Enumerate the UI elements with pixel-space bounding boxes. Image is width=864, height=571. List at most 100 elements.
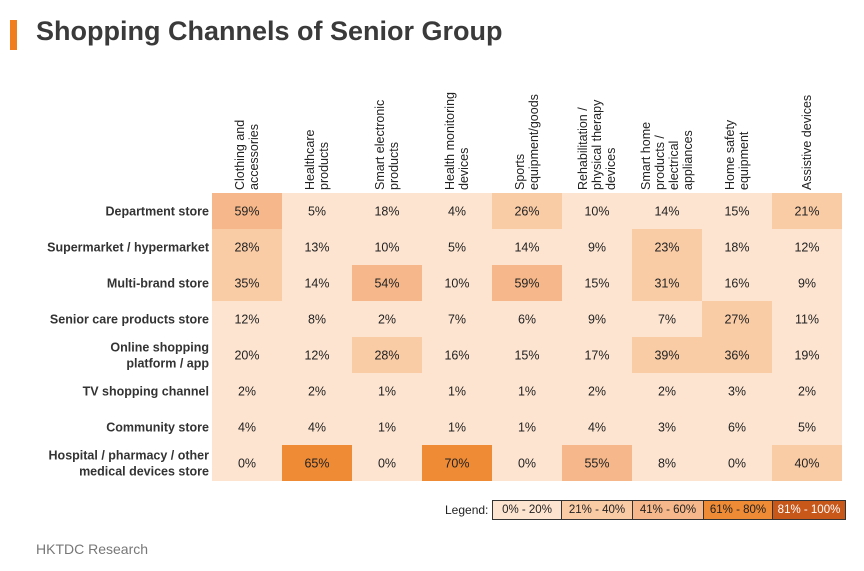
heatmap-cell	[422, 445, 492, 481]
cell-value: 7%	[448, 313, 466, 327]
heatmap-cell	[282, 229, 352, 265]
row-label: Supermarket / hypermarket	[47, 241, 210, 255]
heatmap-cell	[352, 373, 422, 409]
heatmap-cell	[772, 409, 842, 445]
heatmap-cell	[352, 445, 422, 481]
cell-value: 10%	[374, 241, 399, 255]
column-header: products /	[653, 135, 667, 190]
cell-value: 9%	[588, 313, 606, 327]
heatmap-cell	[282, 445, 352, 481]
cell-value: 28%	[374, 349, 399, 363]
cell-value: 8%	[308, 313, 326, 327]
heatmap-cell	[632, 193, 702, 229]
source-credit: HKTDC Research	[36, 541, 149, 557]
row-label: TV shopping channel	[83, 385, 209, 399]
cell-value: 2%	[798, 385, 816, 399]
column-header: Sports	[513, 154, 527, 190]
row-label: Department store	[106, 205, 210, 219]
column-header: physical therapy	[590, 99, 604, 190]
heatmap-cell	[492, 445, 562, 481]
cell-value: 15%	[724, 205, 749, 219]
cell-value: 9%	[798, 277, 816, 291]
column-header: equipment	[737, 131, 751, 190]
heatmap-cell	[702, 301, 772, 337]
cell-value: 2%	[658, 385, 676, 399]
cell-value: 3%	[658, 421, 676, 435]
heatmap-cell	[282, 301, 352, 337]
cell-value: 35%	[234, 277, 259, 291]
cell-value: 0%	[238, 457, 256, 471]
cell-value: 1%	[518, 421, 536, 435]
cell-value: 23%	[654, 241, 679, 255]
heatmap-cell	[492, 265, 562, 301]
column-header: electrical	[667, 141, 681, 190]
column-header: Clothing and	[233, 120, 247, 190]
column-header: devices	[604, 148, 618, 190]
heatmap-cell	[282, 337, 352, 373]
heatmap-cell	[422, 301, 492, 337]
cell-value: 1%	[378, 421, 396, 435]
heatmap-cell	[212, 229, 282, 265]
cell-value: 17%	[584, 349, 609, 363]
page-title: Shopping Channels of Senior Group	[36, 16, 503, 46]
heatmap-cell	[632, 265, 702, 301]
cell-value: 0%	[378, 457, 396, 471]
heatmap-cell	[562, 409, 632, 445]
heatmap-cell	[702, 337, 772, 373]
cell-value: 65%	[304, 457, 329, 471]
heatmap-cell	[562, 193, 632, 229]
cell-value: 31%	[654, 277, 679, 291]
cell-value: 36%	[724, 349, 749, 363]
legend-item: 81% - 100%	[772, 501, 845, 519]
column-header: Healthcare	[303, 130, 317, 190]
cell-value: 19%	[794, 349, 819, 363]
cell-value: 3%	[728, 385, 746, 399]
heatmap-cell	[632, 409, 702, 445]
legend-item: 0% - 20%	[493, 501, 561, 519]
heatmap-cell	[772, 445, 842, 481]
cell-value: 55%	[584, 457, 609, 471]
heatmap-cell	[492, 193, 562, 229]
cell-value: 15%	[514, 349, 539, 363]
column-header: Smart home	[639, 122, 653, 190]
heatmap-cell	[422, 265, 492, 301]
cell-value: 2%	[378, 313, 396, 327]
heatmap-cell	[422, 409, 492, 445]
cell-value: 14%	[514, 241, 539, 255]
heatmap-cell	[562, 373, 632, 409]
cell-value: 4%	[238, 421, 256, 435]
heatmap-cell	[282, 373, 352, 409]
cell-value: 21%	[794, 205, 819, 219]
cell-value: 40%	[794, 457, 819, 471]
column-header: devices	[457, 148, 471, 190]
cell-value: 4%	[588, 421, 606, 435]
heatmap-cell	[702, 265, 772, 301]
cell-value: 54%	[374, 277, 399, 291]
heatmap-cell	[632, 229, 702, 265]
heatmap-cell	[562, 445, 632, 481]
cell-value: 0%	[518, 457, 536, 471]
heatmap-cell	[492, 373, 562, 409]
cell-value: 2%	[588, 385, 606, 399]
cell-value: 59%	[514, 277, 539, 291]
heatmap-cell	[632, 445, 702, 481]
heatmap-cell	[632, 301, 702, 337]
cell-value: 1%	[518, 385, 536, 399]
cell-value: 1%	[448, 385, 466, 399]
cell-value: 4%	[308, 421, 326, 435]
cell-value: 16%	[444, 349, 469, 363]
heatmap-cell	[632, 373, 702, 409]
cell-value: 7%	[658, 313, 676, 327]
heatmap-cell	[632, 337, 702, 373]
heatmap-cell	[282, 409, 352, 445]
cell-value: 12%	[794, 241, 819, 255]
cell-value: 0%	[728, 457, 746, 471]
heatmap-cell	[422, 373, 492, 409]
cell-value: 12%	[304, 349, 329, 363]
cell-value: 18%	[724, 241, 749, 255]
heatmap-cell	[562, 301, 632, 337]
cell-value: 14%	[654, 205, 679, 219]
heatmap-cell	[772, 301, 842, 337]
column-header: accessories	[247, 124, 261, 190]
column-header: Smart electronic	[373, 100, 387, 190]
